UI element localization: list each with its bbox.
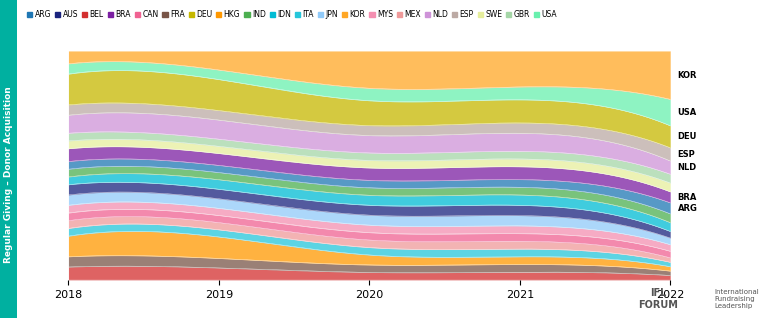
Legend: ARG, AUS, BEL, BRA, CAN, FRA, DEU, HKG, IND, IDN, ITA, JPN, KOR, MYS, MEX, NLD, : ARG, AUS, BEL, BRA, CAN, FRA, DEU, HKG, … (27, 10, 557, 19)
Text: USA: USA (678, 108, 697, 117)
Text: Regular Giving – Donor Acquisition: Regular Giving – Donor Acquisition (4, 86, 13, 263)
Text: ARG: ARG (678, 204, 698, 213)
Text: DEU: DEU (678, 132, 697, 141)
Text: NLD: NLD (678, 163, 697, 172)
Text: IFL
FORUM: IFL FORUM (638, 288, 678, 310)
Text: KOR: KOR (678, 71, 697, 80)
Text: BRA: BRA (678, 193, 697, 202)
Text: ESP: ESP (678, 150, 695, 159)
Text: International
Fundraising
Leadership: International Fundraising Leadership (714, 289, 759, 309)
